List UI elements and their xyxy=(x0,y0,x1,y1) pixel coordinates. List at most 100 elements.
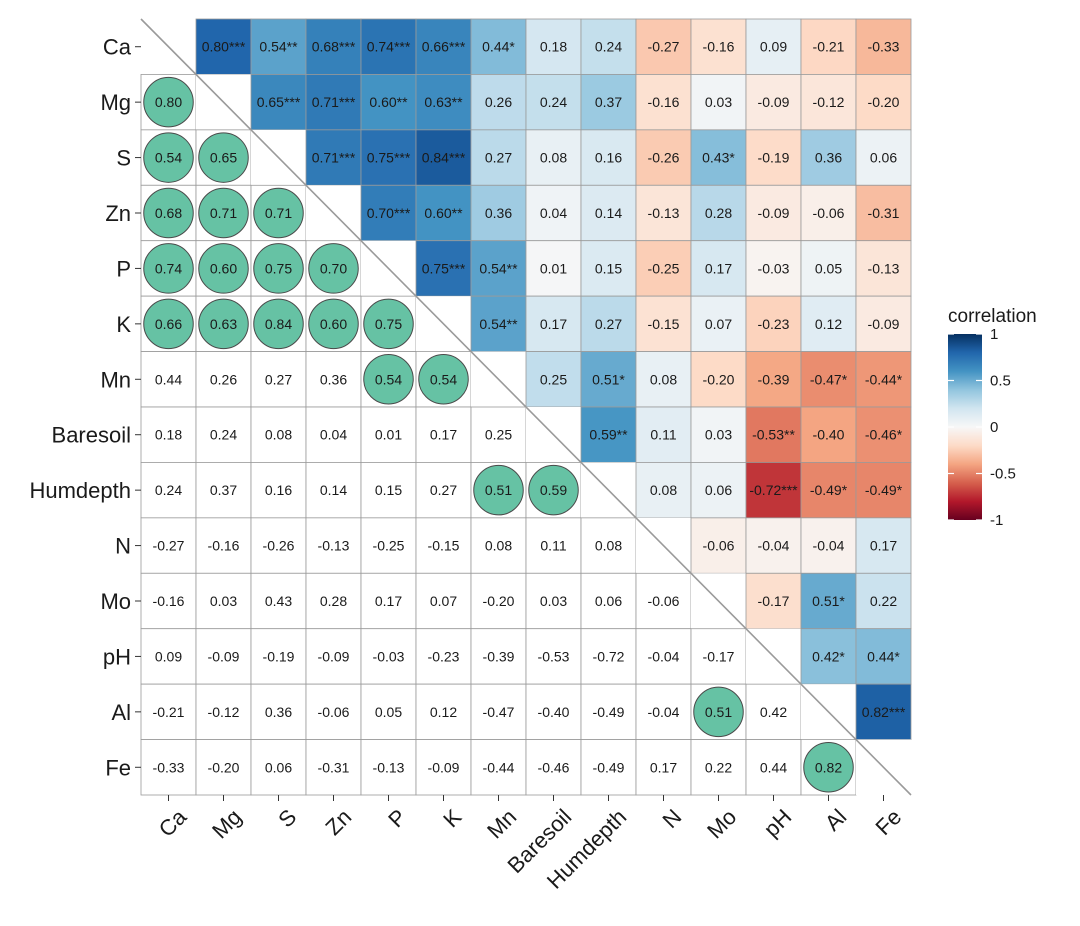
cell-value-label: -0.15 xyxy=(428,538,460,554)
significance-circle xyxy=(253,243,304,294)
heatmap-cell xyxy=(855,74,912,131)
cell-value-label: -0.09 xyxy=(868,316,900,332)
cell-value-label: 0.36 xyxy=(320,371,347,387)
cell-value-label: 0.42* xyxy=(812,648,845,664)
x-axis-label: Mg xyxy=(207,804,246,843)
significance-circle xyxy=(418,354,469,405)
cell-value-label: 0.37 xyxy=(210,482,237,498)
cell-value-label: -0.09 xyxy=(318,648,350,664)
significance-circle xyxy=(143,187,194,239)
x-axis-label: Zn xyxy=(321,804,357,840)
heatmap-cell xyxy=(745,240,802,297)
cell-value-label: 0.54 xyxy=(430,371,457,387)
cell-value-label: 0.01 xyxy=(540,260,567,276)
cell-value-label: 0.27 xyxy=(595,316,622,332)
cell-value-label: 0.60** xyxy=(424,205,463,221)
cell-value-label: -0.27 xyxy=(153,538,185,554)
x-axis-label: K xyxy=(438,804,466,832)
heatmap-cell xyxy=(525,18,582,75)
significance-circle xyxy=(473,464,524,516)
lower-cell xyxy=(360,739,417,796)
cell-value-label: -0.19 xyxy=(758,150,790,166)
cell-value-label: -0.09 xyxy=(758,205,790,221)
cell-value-label: 0.66*** xyxy=(422,39,466,55)
cell-value-label: 0.51 xyxy=(705,704,732,720)
heatmap-cell xyxy=(800,184,857,242)
heatmap-cell xyxy=(470,240,527,297)
heatmap-cell xyxy=(580,18,637,75)
cell-value-label: 0.04 xyxy=(320,427,347,443)
heatmap-cell xyxy=(800,18,857,75)
cell-value-label: -0.31 xyxy=(868,205,900,221)
cell-value-label: -0.44 xyxy=(483,759,515,775)
cell-value-label: -0.31 xyxy=(318,759,350,775)
cell-value-label: -0.49* xyxy=(810,482,848,498)
cell-value-label: -0.06 xyxy=(813,205,845,221)
heatmap-cell xyxy=(525,351,582,408)
heatmap-cell xyxy=(525,295,582,352)
lower-cell xyxy=(415,572,472,630)
cell-value-label: 0.51* xyxy=(812,593,845,609)
heatmap-cell xyxy=(580,74,637,131)
cell-value-label: 0.28 xyxy=(705,205,732,221)
heatmap-cell xyxy=(855,351,912,408)
x-axis-label: Al xyxy=(820,804,852,836)
lower-cell xyxy=(140,351,197,408)
legend-tick-label: 0 xyxy=(990,419,998,436)
heatmap-cell xyxy=(800,462,857,519)
cell-value-label: 0.65 xyxy=(210,150,237,166)
y-axis-label: K xyxy=(116,312,131,337)
cell-value-label: 0.18 xyxy=(155,427,182,443)
lower-cell xyxy=(580,628,637,685)
heatmap-cell xyxy=(690,351,747,408)
cell-value-label: 0.71 xyxy=(265,205,292,221)
cell-value-label: -0.25 xyxy=(373,538,405,554)
cell-value-label: 0.27 xyxy=(430,482,457,498)
cell-labels: 0.80*** 0.54** 0.68*** 0.74*** 0.66*** 0.44* 0… xyxy=(153,39,906,776)
cell-value-label: 0.51 xyxy=(485,482,512,498)
lower-cell xyxy=(305,739,362,796)
cell-value-label: 0.71 xyxy=(210,205,237,221)
heatmap-cell xyxy=(635,295,692,352)
cell-value-label: -0.49* xyxy=(865,482,903,498)
cell-value-label: 0.63 xyxy=(210,316,237,332)
lower-cell xyxy=(305,462,362,519)
lower-cell xyxy=(470,406,527,463)
y-axis-label: Humdepth xyxy=(29,478,131,503)
cell-value-label: -0.09 xyxy=(758,94,790,110)
significance-circle xyxy=(363,298,414,350)
cell-value-label: -0.04 xyxy=(758,538,790,554)
cell-value-label: 0.05 xyxy=(375,704,402,720)
cell-value-label: -0.53** xyxy=(752,427,795,443)
cell-value-label: 0.84*** xyxy=(422,150,466,166)
y-axis-label: Fe xyxy=(105,755,131,780)
cell-value-label: 0.44 xyxy=(155,371,182,387)
cell-value-label: 0.24 xyxy=(595,39,622,55)
cell-value-label: 0.68 xyxy=(155,205,182,221)
cell-value-label: 0.16 xyxy=(265,482,292,498)
cell-value-label: -0.46* xyxy=(865,427,903,443)
cell-value-label: 0.80 xyxy=(155,94,182,110)
legend-tick-label: -0.5 xyxy=(990,466,1016,483)
cell-value-label: -0.09 xyxy=(208,648,240,664)
cell-value-label: 0.17 xyxy=(375,593,402,609)
cell-value-label: 0.12 xyxy=(815,316,842,332)
y-axis-label: N xyxy=(115,534,131,559)
cell-value-label: 0.07 xyxy=(430,593,457,609)
heatmap-cell xyxy=(635,351,692,408)
cell-value-label: 0.24 xyxy=(210,427,237,443)
cell-value-label: 0.75*** xyxy=(367,150,411,166)
cell-value-label: -0.23 xyxy=(758,316,790,332)
lower-cell xyxy=(525,628,582,685)
cell-value-label: 0.24 xyxy=(155,482,182,498)
cell-value-label: -0.39 xyxy=(758,371,790,387)
cell-value-label: 0.54** xyxy=(259,39,298,55)
x-axis-label: N xyxy=(657,804,686,833)
cell-value-label: 0.70 xyxy=(320,260,347,276)
cell-value-label: -0.23 xyxy=(428,648,460,664)
significance-circle xyxy=(803,742,854,793)
lower-cell xyxy=(580,572,637,630)
heatmap-cell xyxy=(690,240,747,297)
lower-cell xyxy=(195,406,252,463)
